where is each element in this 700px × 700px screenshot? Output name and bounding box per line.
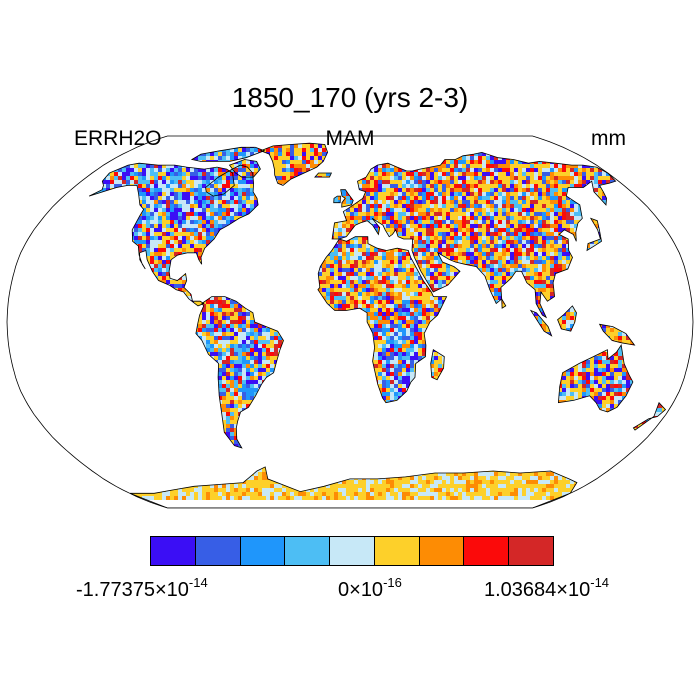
coastline-eurasia	[331, 151, 617, 319]
coastline-new-zealand	[632, 401, 667, 431]
colorbar-min-label: -1.77375×10-14	[76, 575, 208, 601]
coastline-new-guinea	[598, 323, 636, 346]
coastline-ireland	[333, 195, 341, 204]
coastline-south-america	[195, 296, 284, 449]
coastline-canadian-archipelago	[190, 146, 266, 162]
colorbar-swatch	[374, 537, 420, 565]
coastline-japan	[586, 217, 602, 252]
coastline-antarctica	[129, 466, 578, 508]
coastlines	[88, 142, 667, 508]
colorbar-swatch	[285, 537, 331, 565]
colorbar-swatch	[464, 537, 510, 565]
coastline-australia	[557, 344, 634, 413]
colorbar-swatch	[240, 537, 286, 565]
coastline-north-america	[88, 162, 259, 307]
coastline-uk	[340, 189, 354, 208]
coastline-greenland	[259, 142, 329, 186]
coastline-borneo	[557, 305, 577, 332]
coastline-baffin-island	[228, 159, 261, 178]
coastline-iceland	[314, 172, 333, 178]
coastline-africa	[317, 236, 448, 404]
data-field	[89, 143, 666, 500]
colorbar-swatch	[419, 537, 465, 565]
units-label: mm	[591, 127, 626, 150]
colorbar-max-label: 1.03684×10-14	[484, 575, 610, 601]
globe-outline	[6, 135, 694, 509]
colorbar-swatch	[509, 537, 554, 565]
map-title: 1850_170 (yrs 2-3)	[231, 82, 469, 113]
coastline-sri-lanka	[501, 298, 507, 309]
colorbar-swatch	[195, 537, 241, 565]
coastline-madagascar	[430, 349, 445, 381]
coastline-sumatra	[529, 309, 553, 337]
variable-name: ERRH2O	[74, 127, 162, 150]
colorbar-swatch	[151, 537, 196, 565]
season-label: MAM	[325, 127, 375, 150]
colorbar-mid-label: 0×10-16	[338, 575, 402, 601]
colorbar-swatch	[330, 537, 375, 565]
colorbar	[150, 536, 554, 566]
